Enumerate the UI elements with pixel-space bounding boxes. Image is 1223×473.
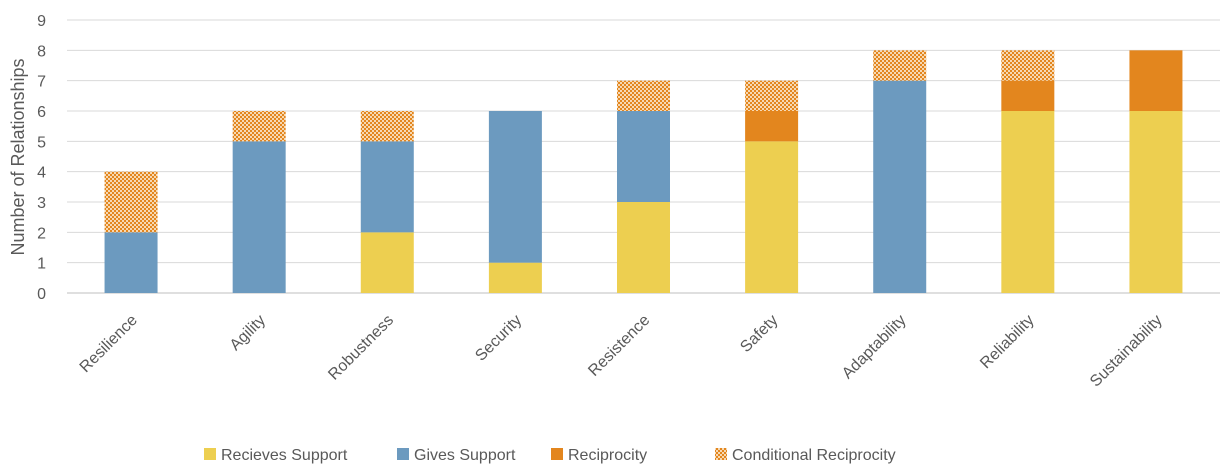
legend-swatch [551,448,563,460]
bar-segment-4 [232,111,286,142]
bar-segment-2 [873,80,927,294]
bar-segment-4 [617,80,670,111]
x-category-label: Sustainability [1087,312,1166,391]
y-axis-ticks: 0 1 2 3 4 5 6 7 8 9 [37,13,46,303]
y-tick-label: 9 [37,13,46,30]
bar-segment-1 [617,202,670,293]
y-tick-label: 1 [37,256,46,273]
bar-segment-4 [873,50,927,81]
x-axis-labels: Resilience Agility Robustness Security Resis… [77,312,1166,391]
y-tick-label: 0 [37,286,46,303]
x-category-label: Reliability [977,312,1037,372]
x-category-label: Resistence [585,312,653,380]
y-tick-label: 2 [37,225,46,242]
bar-segment-3 [1129,50,1183,111]
legend: Recieves Support Gives Support Reciprocity… [204,447,896,464]
x-category-label: Safety [737,312,781,356]
bar-segment-4 [104,171,158,233]
x-category-label: Adaptability [839,312,910,383]
y-tick-label: 6 [37,104,46,121]
bar-segment-1 [488,262,542,293]
legend-label: Conditional Reciprocity [732,447,896,464]
bar-segment-2 [232,141,286,293]
bar-segment-3 [1001,80,1055,111]
legend-swatch [397,448,409,460]
y-tick-label: 5 [37,134,46,151]
y-tick-label: 3 [37,195,46,212]
legend-label: Gives Support [414,447,516,464]
bar-segment-2 [360,141,414,233]
bar-segment-4 [745,80,799,111]
x-category-label: Agility [227,312,269,354]
legend-label: Recieves Support [221,447,348,464]
bar-segment-2 [617,111,670,202]
bar-segment-1 [745,141,799,293]
bar-segment-1 [360,232,414,293]
x-category-label: Resilience [77,312,141,376]
legend-swatch [715,448,727,460]
bar-segment-2 [104,232,158,293]
x-category-label: Security [472,312,525,365]
legend-label: Reciprocity [568,447,647,464]
bars [104,50,1183,294]
bar-segment-2 [488,111,542,263]
bar-segment-3 [745,111,799,142]
x-category-label: Robustness [325,312,397,384]
y-tick-label: 8 [37,43,46,60]
y-axis-title: Number of Relationships [8,58,28,255]
y-tick-label: 4 [37,165,46,182]
bar-segment-4 [360,111,414,142]
legend-swatch [204,448,216,460]
bar-segment-4 [1001,50,1055,81]
bar-segment-1 [1001,111,1055,293]
bar-segment-1 [1129,111,1183,293]
y-tick-label: 7 [37,74,46,91]
